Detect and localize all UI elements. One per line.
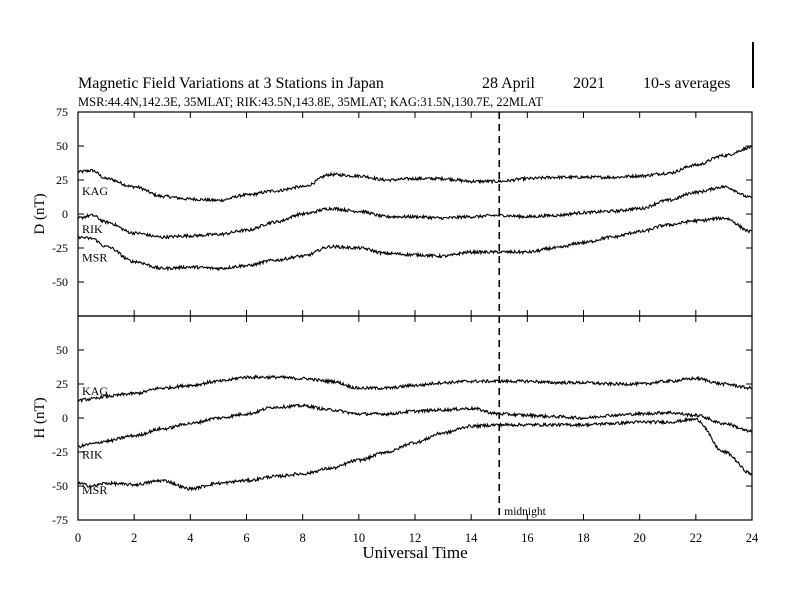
chart-header: Magnetic Field Variations at 3 Stations … bbox=[78, 75, 731, 109]
series-line-kag bbox=[77, 374, 753, 404]
x-tick-label: 10 bbox=[353, 531, 366, 545]
y-tick-label: -50 bbox=[52, 275, 68, 289]
series-label-kag: KAG bbox=[82, 184, 108, 198]
y-tick-label: -25 bbox=[52, 445, 68, 459]
series-label-rik: RIK bbox=[82, 222, 103, 236]
x-tick-label: 22 bbox=[690, 531, 703, 545]
panel-frame-0 bbox=[77, 111, 753, 317]
y-axis-label-0: D (nT) bbox=[32, 193, 48, 234]
stations-info: MSR:44.4N,142.3E, 35MLAT; RIK:43.5N,143.… bbox=[78, 95, 543, 109]
x-tick-label: 0 bbox=[75, 531, 81, 545]
series-line-rik bbox=[77, 184, 753, 240]
y-tick-label: -25 bbox=[52, 241, 68, 255]
midnight-label: midnight bbox=[504, 506, 546, 518]
x-tick-label: 16 bbox=[521, 531, 534, 545]
x-tick-label: 6 bbox=[243, 531, 249, 545]
series-label-msr: MSR bbox=[82, 251, 107, 265]
x-tick-label: 24 bbox=[746, 531, 759, 545]
x-tick-label: 8 bbox=[300, 531, 306, 545]
y-tick-label: 50 bbox=[56, 343, 68, 357]
chart-title: Magnetic Field Variations at 3 Stations … bbox=[78, 75, 384, 92]
x-tick-label: 4 bbox=[187, 531, 194, 545]
chart-year: 2021 bbox=[573, 75, 605, 92]
series-label-msr: MSR bbox=[82, 483, 107, 497]
y-tick-label: 50 bbox=[56, 139, 68, 153]
panel-frame-1 bbox=[77, 315, 753, 521]
y-tick-label: -50 bbox=[52, 479, 68, 493]
x-tick-label: 14 bbox=[465, 531, 478, 545]
y-axis-label-1: H (nT) bbox=[32, 397, 48, 438]
y-tick-label: 25 bbox=[56, 377, 68, 391]
x-tick-label: 2 bbox=[131, 531, 137, 545]
y-tick-label: 25 bbox=[56, 173, 68, 187]
y-tick-label: 0 bbox=[62, 207, 68, 221]
chart-resolution: 10-s averages bbox=[643, 75, 731, 92]
x-axis-label: Universal Time bbox=[362, 543, 467, 562]
y-tick-label: -75 bbox=[52, 513, 68, 527]
y-tick-label: 0 bbox=[62, 411, 68, 425]
series-line-kag bbox=[77, 144, 753, 203]
series-line-msr bbox=[77, 216, 753, 272]
x-tick-label: 18 bbox=[577, 531, 590, 545]
series-line-msr bbox=[77, 416, 753, 492]
series-label-kag: KAG bbox=[82, 384, 108, 398]
y-tick-label: 75 bbox=[56, 105, 68, 119]
series-label-rik: RIK bbox=[82, 448, 103, 462]
series-line-rik bbox=[77, 402, 753, 449]
chart-date: 28 April bbox=[482, 75, 535, 92]
x-tick-label: 20 bbox=[633, 531, 646, 545]
x-tick-label: 12 bbox=[409, 531, 422, 545]
